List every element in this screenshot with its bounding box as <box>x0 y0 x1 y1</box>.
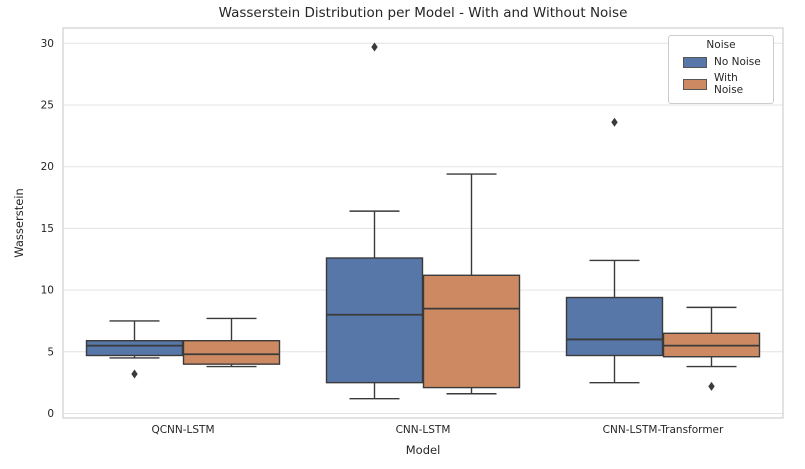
box-body <box>85 339 184 357</box>
legend-item-with-noise: With Noise <box>669 70 773 98</box>
legend-title: Noise <box>706 39 736 51</box>
x-tick-label: CNN-LSTM <box>396 424 451 436</box>
x-tick-label: QCNN-LSTM <box>151 424 214 436</box>
box-qcnn-lstm-no-noise <box>85 320 184 379</box>
box-cnn-lstm-no-noise <box>325 42 424 400</box>
chart-title: Wasserstein Distribution per Model - Wit… <box>218 5 628 21</box>
legend: Noise No Noise With Noise <box>668 35 774 104</box>
box-body <box>422 274 521 389</box>
legend-item-no-noise: No Noise <box>669 54 773 70</box>
outlier-point <box>371 42 378 52</box>
box-cnn-lstm-transformer-with-noise <box>662 306 761 391</box>
y-tick-label: 25 <box>41 100 54 112</box>
y-tick-label: 5 <box>47 346 54 358</box>
x-axis-label: Model <box>405 443 441 457</box>
outlier-point <box>131 369 138 379</box>
box-body <box>182 339 281 365</box>
y-tick-label: 15 <box>41 223 54 235</box>
box-body <box>325 257 424 384</box>
no-noise-swatch <box>683 56 707 68</box>
legend-label-no-noise: No Noise <box>714 56 761 68</box>
outlier-point <box>611 117 618 127</box>
y-tick-label: 0 <box>47 408 54 420</box>
x-tick-label: CNN-LSTM-Transformer <box>603 424 724 436</box>
legend-label-with-noise: With Noise <box>714 72 744 96</box>
y-tick-label: 30 <box>41 38 54 50</box>
box-cnn-lstm-transformer-no-noise <box>565 117 664 384</box>
plot-border <box>62 27 784 419</box>
with-noise-swatch <box>683 78 707 90</box>
box-qcnn-lstm-with-noise <box>182 317 281 368</box>
box-body <box>565 296 664 357</box>
outlier-point <box>708 381 715 391</box>
y-tick-label: 10 <box>41 285 54 297</box>
box-cnn-lstm-with-noise <box>422 173 521 395</box>
y-tick-label: 20 <box>41 161 54 173</box>
